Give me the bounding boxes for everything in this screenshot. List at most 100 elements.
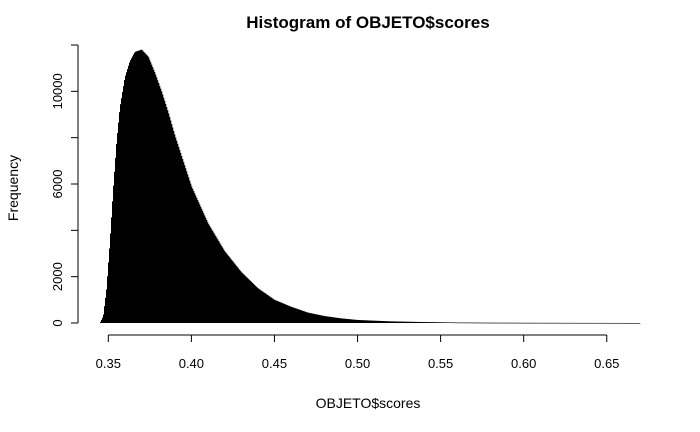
histogram-bar-98 (198, 202, 200, 323)
histogram-bar-52 (152, 67, 154, 323)
histogram-bar-102 (202, 211, 204, 323)
histogram-bar-342 (442, 322, 444, 323)
histogram-bar-321 (421, 322, 423, 323)
histogram-bar-314 (414, 321, 416, 323)
histogram-bar-150 (250, 281, 252, 323)
histogram-bar-245 (345, 318, 347, 323)
histogram-bar-419 (519, 322, 521, 324)
histogram-bar-296 (396, 321, 398, 323)
histogram-bar-199 (299, 309, 301, 323)
histogram-bar-200 (300, 310, 302, 323)
histogram-bar-131 (231, 259, 233, 323)
histogram-bar-62 (162, 94, 164, 323)
x-tick-label: 0.40 (179, 356, 204, 371)
histogram-bar-210 (310, 313, 312, 323)
histogram-bar-431 (531, 322, 533, 324)
histogram-bar-211 (311, 313, 313, 323)
histogram-bar-170 (270, 297, 272, 323)
histogram-bar-444 (544, 322, 546, 324)
histogram-bar-434 (534, 322, 536, 324)
histogram-bar-347 (447, 322, 449, 323)
histogram-bar-230 (330, 316, 332, 323)
histogram-bar-189 (289, 306, 291, 323)
histogram-bar-204 (304, 311, 306, 323)
histogram-bar-421 (521, 322, 523, 324)
histogram-bar-59 (159, 85, 161, 323)
histogram-bar-397 (497, 322, 499, 324)
histogram-bar-43 (143, 51, 145, 324)
histogram-bar-527 (627, 322, 629, 324)
histogram-bar-75 (175, 137, 177, 323)
histogram-bar-405 (505, 322, 507, 324)
histogram-bar-537 (637, 323, 639, 324)
histogram-bar-89 (189, 180, 191, 323)
histogram-bar-121 (221, 245, 223, 323)
histogram-bar-124 (224, 250, 226, 323)
histogram-bar-156 (256, 286, 258, 323)
histogram-bar-345 (445, 322, 447, 323)
histogram-bar-365 (465, 322, 467, 324)
histogram-bar-302 (402, 321, 404, 323)
histogram-bar-58 (158, 83, 160, 323)
histogram-bar-298 (398, 321, 400, 323)
histogram-bar-430 (530, 322, 532, 324)
histogram-bar-20 (120, 104, 122, 323)
histogram-bar-167 (267, 294, 269, 323)
histogram-bar-506 (606, 322, 608, 324)
histogram-bar-248 (348, 319, 350, 323)
histogram-bar-54 (154, 71, 156, 324)
histogram-bar-456 (556, 322, 558, 324)
histogram-bar-223 (323, 315, 325, 323)
histogram-bar-490 (590, 322, 592, 324)
histogram-bar-464 (564, 322, 566, 324)
histogram-bar-372 (472, 322, 474, 324)
histogram-bar-488 (588, 322, 590, 324)
histogram-bar-340 (440, 322, 442, 323)
histogram-bar-499 (599, 322, 601, 324)
histogram-bar-4 (104, 306, 106, 323)
histogram-bar-359 (459, 322, 461, 324)
histogram-bar-151 (251, 282, 253, 323)
histogram-bar-192 (292, 307, 294, 323)
histogram-bar-239 (339, 318, 341, 323)
histogram-bar-370 (470, 322, 472, 324)
histogram-bar-17 (117, 133, 119, 323)
histogram-bar-48 (148, 57, 150, 323)
histogram-bar-504 (604, 322, 606, 324)
histogram-bar-149 (249, 280, 251, 323)
histogram-bar-276 (376, 320, 378, 323)
histogram-bar-224 (324, 316, 326, 323)
histogram-bar-47 (147, 55, 149, 324)
histogram-bar-324 (424, 322, 426, 323)
histogram-bar-60 (160, 88, 162, 323)
histogram-bar-258 (358, 320, 360, 323)
histogram-bar-252 (352, 319, 354, 323)
histogram-bar-411 (511, 322, 513, 324)
histogram-bar-196 (296, 308, 298, 323)
histogram-bar-84 (184, 165, 186, 323)
histogram-bar-221 (321, 315, 323, 323)
histogram-bar-449 (549, 322, 551, 324)
histogram-bar-369 (469, 322, 471, 324)
histogram-bar-529 (629, 322, 631, 324)
histogram-bar-416 (516, 322, 518, 324)
histogram-bar-396 (496, 322, 498, 324)
histogram-bar-489 (589, 322, 591, 324)
histogram-bar-241 (341, 318, 343, 323)
histogram-bar-240 (340, 318, 342, 323)
histogram-bar-373 (473, 322, 475, 324)
histogram-bar-18 (118, 122, 120, 323)
y-axis-label: Frequency (5, 155, 21, 221)
histogram-bar-292 (392, 321, 394, 323)
histogram-bar-11 (111, 217, 113, 323)
histogram-bar-515 (615, 322, 617, 324)
histogram-bar-512 (612, 322, 614, 324)
y-axis: 0 2000 6000 10000 (50, 44, 79, 327)
histogram-bar-395 (495, 322, 497, 324)
histogram-bar-177 (277, 301, 279, 323)
histogram-bar-255 (355, 319, 357, 323)
histogram-bar-526 (626, 322, 628, 324)
histogram-bar-366 (466, 322, 468, 324)
histogram-bar-408 (508, 322, 510, 324)
